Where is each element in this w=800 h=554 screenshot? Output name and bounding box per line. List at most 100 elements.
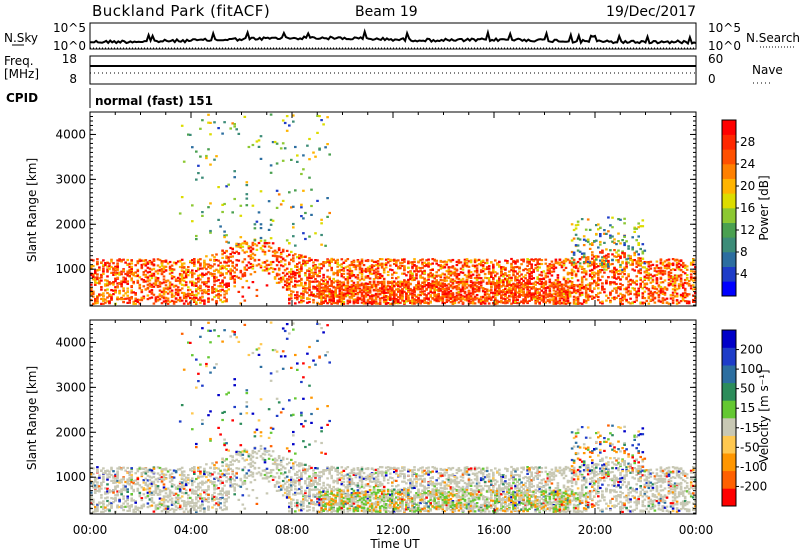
power-cell: [506, 260, 509, 263]
power-cell: [170, 275, 174, 278]
power-cell: [92, 290, 95, 293]
power-cell: [110, 289, 113, 292]
power-cell: [271, 270, 275, 273]
power-cell: [391, 292, 394, 296]
power-cell: [352, 261, 356, 264]
power-cell: [651, 263, 655, 266]
power-cell: [247, 145, 251, 149]
power-cell: [591, 251, 594, 254]
power-cell: [679, 277, 683, 280]
power-cell: [490, 282, 493, 285]
power-cell: [508, 270, 511, 273]
power-cell: [588, 269, 592, 272]
power-cell: [607, 216, 610, 219]
power-cell: [473, 276, 477, 280]
power-cell: [584, 228, 588, 231]
power-cell: [296, 256, 299, 259]
power-cell: [469, 297, 473, 300]
power-cell: [221, 267, 224, 270]
power-cell: [502, 267, 505, 271]
power-cell: [530, 277, 533, 280]
power-cell: [651, 287, 655, 290]
power-cell: [582, 244, 586, 247]
power-cell: [580, 281, 584, 284]
power-cell: [405, 287, 408, 290]
power-cell: [661, 298, 665, 301]
power-cell: [570, 264, 574, 267]
power-cell: [437, 296, 440, 299]
power-cell: [184, 281, 188, 284]
power-cell: [681, 264, 685, 267]
power-cell: [528, 280, 531, 283]
power-cell: [391, 280, 394, 283]
power-cell: [427, 275, 430, 278]
power-cell: [645, 299, 649, 302]
power-cell: [221, 288, 224, 291]
power-cell: [144, 264, 148, 267]
power-cell: [637, 292, 640, 295]
power-cell: [641, 243, 645, 246]
power-cell: [675, 292, 679, 295]
power-cell: [170, 295, 174, 298]
power-cell: [506, 291, 509, 294]
power-cell: [376, 272, 380, 275]
power-cell: [582, 238, 586, 241]
power-cell: [445, 296, 449, 299]
power-cell: [467, 284, 471, 287]
power-cell: [352, 290, 356, 293]
power-cell: [106, 300, 109, 303]
power-cell: [231, 264, 234, 267]
power-cell: [520, 291, 523, 294]
power-cell: [421, 258, 424, 261]
power-cell: [296, 272, 299, 275]
power-cell: [631, 279, 634, 282]
power-cell: [651, 299, 655, 302]
power-cell: [578, 238, 582, 241]
power-cell: [211, 287, 214, 290]
power-cell: [290, 293, 293, 296]
power-cell: [397, 288, 400, 292]
power-cell: [215, 155, 218, 158]
power-cell: [679, 300, 683, 303]
power-cell: [679, 295, 683, 298]
power-cell: [138, 276, 142, 279]
power-cell: [631, 246, 634, 249]
power-cell: [633, 300, 636, 303]
power-cell: [312, 274, 315, 277]
power-cell: [217, 279, 220, 282]
power-cell: [150, 285, 154, 288]
power-cell: [669, 280, 673, 283]
power-cell: [582, 269, 586, 272]
power-cell: [451, 287, 455, 290]
power-cell: [471, 297, 475, 300]
power-cell: [401, 299, 404, 302]
power-cell: [570, 282, 574, 285]
power-cell: [187, 294, 190, 297]
power-cell: [302, 294, 305, 297]
power-cell: [595, 256, 598, 259]
power-cell: [211, 286, 214, 289]
power-cell: [461, 301, 465, 304]
power-cell: [562, 302, 566, 305]
power-cell: [316, 284, 319, 287]
power-cell: [199, 155, 202, 158]
power-cell: [651, 295, 655, 298]
power-cell: [502, 282, 505, 285]
power-cell: [692, 284, 695, 287]
power-cell: [318, 302, 321, 305]
power-cell: [411, 298, 414, 301]
power-cell: [275, 274, 279, 277]
power-cell: [191, 269, 194, 272]
power-cell: [136, 298, 140, 301]
power-cell: [439, 274, 443, 277]
power-cell: [431, 291, 434, 294]
power-cell: [401, 258, 404, 262]
power-cell: [356, 293, 360, 296]
power-cell: [386, 280, 390, 283]
power-cell: [485, 296, 489, 299]
power-cell: [182, 295, 186, 298]
y-tick-label: 3000: [55, 172, 86, 186]
power-cell: [320, 267, 323, 270]
power-cell: [176, 260, 180, 263]
power-cell: [304, 290, 307, 294]
